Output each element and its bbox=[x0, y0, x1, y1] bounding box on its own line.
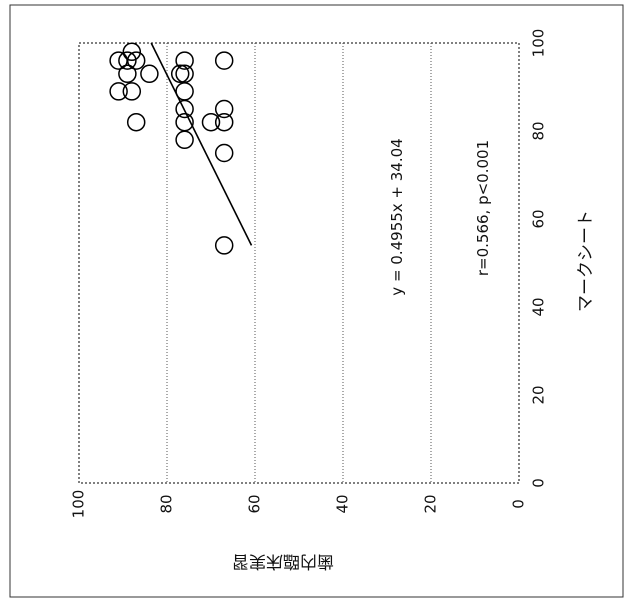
x-tick-label: 80 bbox=[530, 121, 548, 140]
data-point bbox=[214, 236, 234, 255]
data-point bbox=[118, 51, 137, 70]
y-tick-labels: 0 20 40 60 80 100 bbox=[70, 490, 528, 519]
plot-frame bbox=[78, 42, 520, 484]
x-tick-label: 100 bbox=[530, 29, 548, 58]
correlation-annotation: r=0.566, p<0.001 bbox=[474, 140, 492, 276]
fit-layer bbox=[150, 42, 253, 246]
equation-annotation: y = 0.4955x + 34.04 bbox=[388, 138, 406, 295]
y-tick-label: 20 bbox=[422, 494, 440, 513]
regression-line bbox=[150, 42, 253, 246]
data-point bbox=[201, 112, 221, 132]
data-point bbox=[126, 112, 146, 132]
data-point bbox=[214, 99, 234, 119]
data-point bbox=[109, 82, 128, 101]
data-point bbox=[175, 130, 194, 150]
y-tick-label: 80 bbox=[158, 494, 176, 513]
data-point bbox=[122, 82, 142, 101]
data-point bbox=[118, 64, 137, 84]
y-tick-label: 60 bbox=[246, 494, 264, 513]
data-point bbox=[175, 51, 194, 70]
data-point bbox=[170, 64, 190, 84]
x-tick-labels: 0 20 40 60 80 100 bbox=[530, 29, 548, 488]
data-point bbox=[175, 99, 194, 119]
figure-frame bbox=[9, 4, 624, 598]
data-point bbox=[140, 64, 159, 84]
data-point bbox=[122, 42, 142, 62]
data-point bbox=[126, 51, 146, 70]
data-point bbox=[214, 51, 234, 70]
y-axis-label: 歯内臨床実習 bbox=[232, 551, 334, 571]
data-point bbox=[214, 112, 234, 132]
x-tick-label: 40 bbox=[530, 297, 548, 316]
x-axis-label: マークシート bbox=[576, 210, 596, 312]
x-tick-label: 60 bbox=[530, 209, 548, 228]
y-tick-label: 0 bbox=[510, 499, 528, 509]
x-tick-label: 0 bbox=[530, 478, 548, 488]
x-tick-label: 20 bbox=[530, 385, 548, 404]
y-tick-label: 40 bbox=[334, 494, 352, 513]
y-tick-label: 100 bbox=[70, 490, 88, 519]
data-point bbox=[214, 143, 234, 163]
grid-layer bbox=[166, 43, 432, 483]
points-layer bbox=[109, 42, 234, 255]
